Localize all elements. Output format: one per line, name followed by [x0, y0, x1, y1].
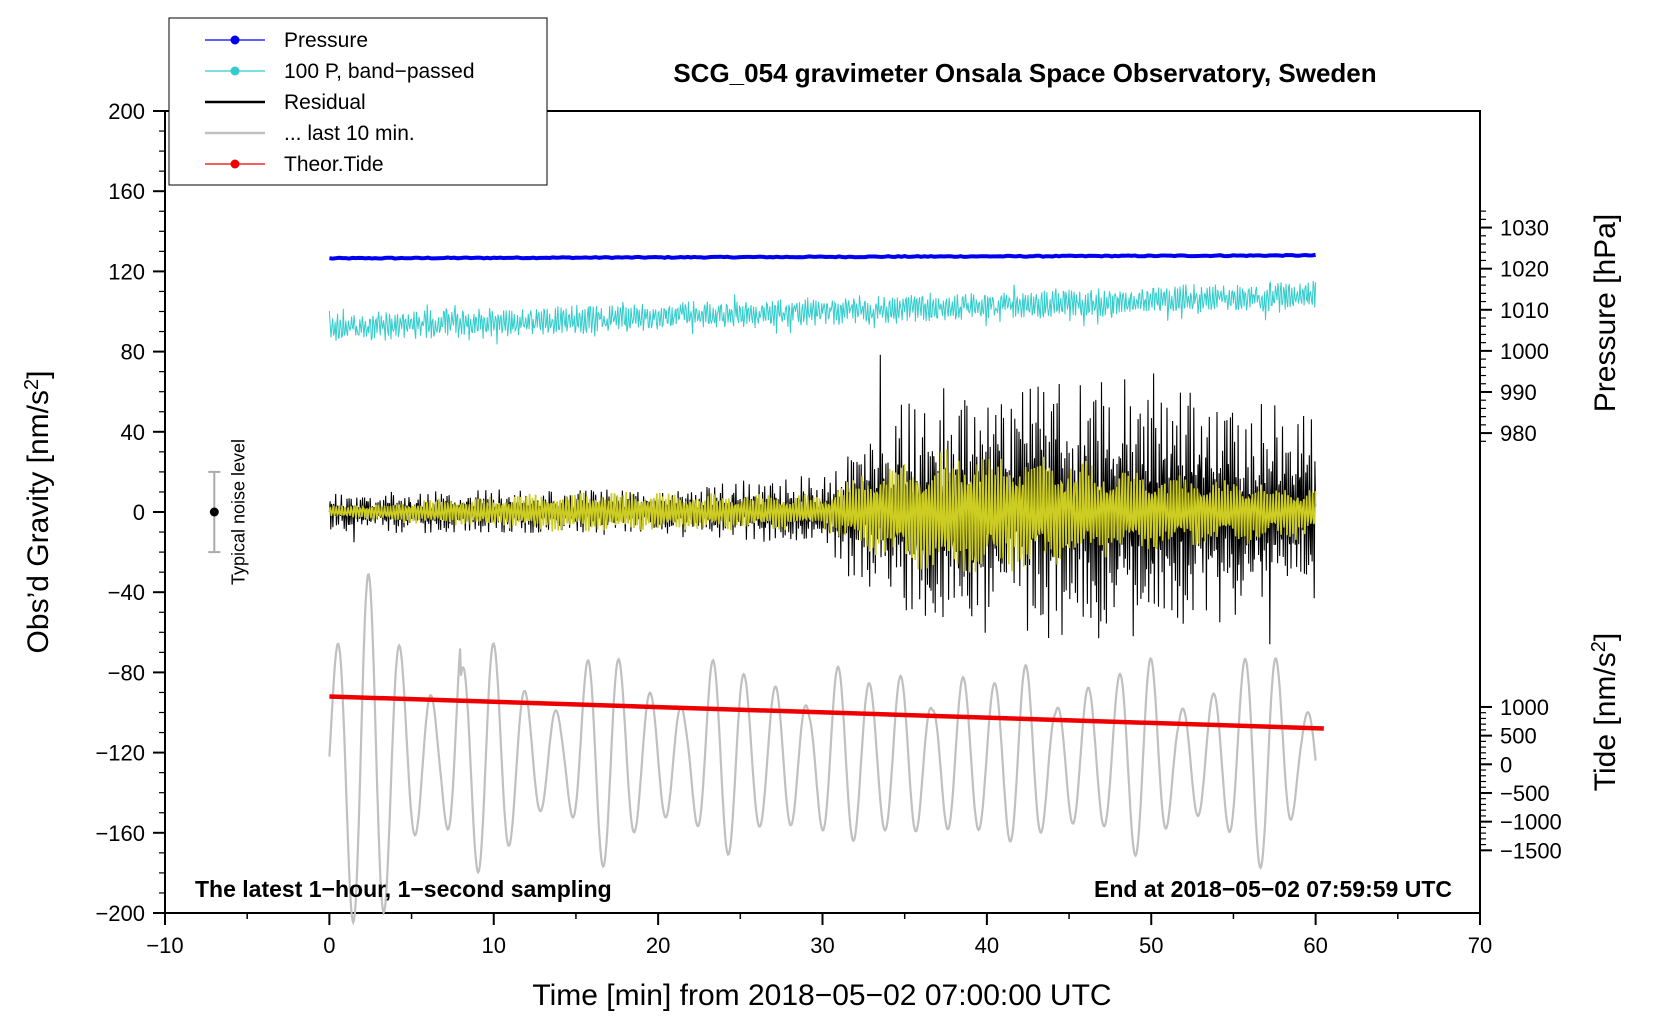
- legend: Pressure 100 P, band−passed Residual ... la…: [168, 17, 548, 186]
- legend-entry: 100 P, band−passed: [205, 60, 475, 83]
- pressure-tick-label: 1010: [1500, 298, 1549, 323]
- legend-label: Theor.Tide: [284, 153, 384, 176]
- y-tick-label: 0: [133, 500, 145, 525]
- x-axis: −10 0 10 20 30 40 50 60 70: [146, 913, 1492, 958]
- y-axis-gravity: 200 160 120 80 40 0 −40 −80 −120 −160 −200: [95, 99, 165, 926]
- annotation-sampling: The latest 1−hour, 1−second sampling: [195, 876, 612, 902]
- pressure-tick-label: 1030: [1500, 216, 1549, 241]
- noise-bar-dot: [209, 507, 219, 517]
- legend-marker: [230, 35, 240, 45]
- y-axis-pressure: 1030 1020 1010 1000 990 980: [1480, 210, 1549, 446]
- legend-label: Pressure: [284, 29, 368, 52]
- legend-entry: Theor.Tide: [205, 153, 384, 176]
- chart-title: SCG_054 gravimeter Onsala Space Observat…: [673, 58, 1376, 88]
- series-last-10-min: [328, 573, 1317, 926]
- y-tick-label: 160: [108, 179, 145, 204]
- tide-tick-label: −500: [1500, 781, 1550, 806]
- series-layer: [328, 252, 1324, 926]
- noise-level-indicator: Typical noise level: [208, 439, 248, 585]
- series-pressure: [329, 252, 1316, 261]
- y-tick-label: −200: [95, 901, 145, 926]
- x-tick-label: 30: [810, 933, 834, 958]
- annotation-end-time: End at 2018−05−02 07:59:59 UTC: [1094, 876, 1452, 902]
- legend-entry: ... last 10 min.: [205, 122, 415, 145]
- series-residual-filtered: [328, 449, 1317, 573]
- x-tick-label: 20: [646, 933, 670, 958]
- y-tick-label: 120: [108, 259, 145, 284]
- y-axis-title-tide: Tide [nm/s2]: [1588, 633, 1622, 791]
- noise-level-label: Typical noise level: [228, 439, 248, 585]
- y-tick-label: 80: [121, 340, 145, 365]
- legend-marker: [230, 159, 240, 169]
- tide-tick-label: 0: [1500, 752, 1512, 777]
- y-tick-label: −80: [108, 660, 145, 685]
- legend-label: 100 P, band−passed: [284, 60, 475, 83]
- x-axis-title: Time [min] from 2018−05−02 07:00:00 UTC: [532, 979, 1111, 1012]
- y-axis-title-gravity: Obs’d Gravity [nm/s2]: [21, 371, 55, 654]
- y-tick-label: 200: [108, 99, 145, 124]
- legend-entry: Residual: [205, 91, 366, 114]
- x-tick-label: 40: [975, 933, 999, 958]
- legend-label: ... last 10 min.: [284, 122, 415, 145]
- y-tick-label: 40: [121, 420, 145, 445]
- tide-tick-label: 1000: [1500, 695, 1549, 720]
- x-tick-label: −10: [146, 933, 183, 958]
- tide-tick-label: 500: [1500, 724, 1537, 749]
- series-band-passed-pressure: [328, 280, 1317, 345]
- tide-tick-label: −1500: [1500, 838, 1562, 863]
- x-tick-label: 0: [323, 933, 335, 958]
- tide-tick-label: −1000: [1500, 810, 1562, 835]
- y-tick-label: −160: [95, 821, 145, 846]
- y-axis-title-pressure: Pressure [hPa]: [1589, 214, 1622, 412]
- y-axis-tide: 1000 500 0 −500 −1000 −1500: [1480, 695, 1562, 863]
- y-tick-label: −120: [95, 741, 145, 766]
- pressure-tick-label: 980: [1500, 421, 1537, 446]
- pressure-tick-label: 990: [1500, 380, 1537, 405]
- legend-entry: Pressure: [205, 29, 368, 52]
- y-tick-label: −40: [108, 580, 145, 605]
- legend-label: Residual: [284, 91, 366, 114]
- legend-marker: [230, 66, 240, 76]
- x-tick-label: 70: [1468, 933, 1492, 958]
- pressure-tick-label: 1000: [1500, 339, 1549, 364]
- pressure-tick-label: 1020: [1500, 257, 1549, 282]
- x-tick-label: 10: [482, 933, 506, 958]
- x-tick-label: 60: [1303, 933, 1327, 958]
- series-theoretical-tide: [329, 694, 1324, 731]
- x-tick-label: 50: [1139, 933, 1163, 958]
